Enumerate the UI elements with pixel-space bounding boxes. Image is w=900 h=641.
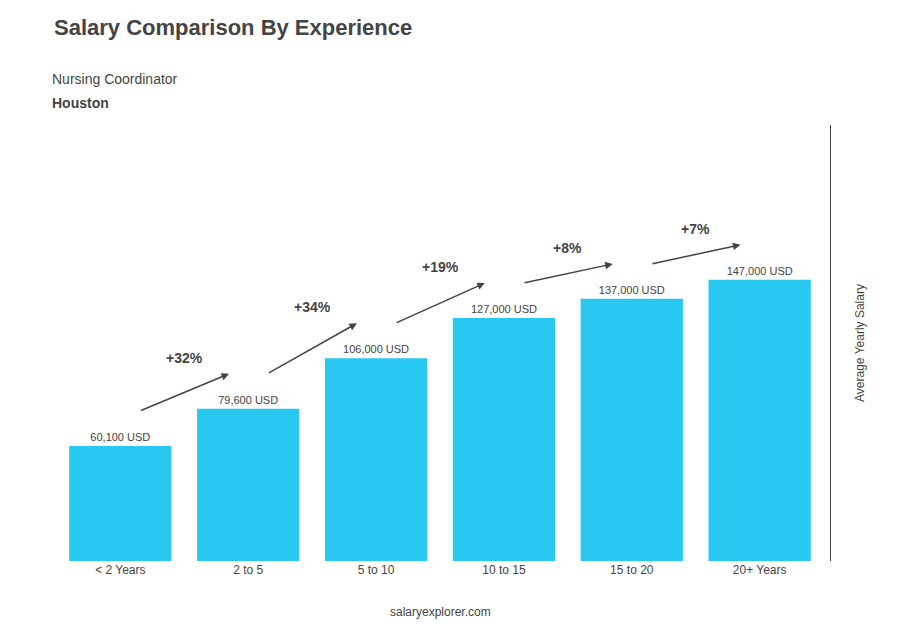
svg-text:20+ Years: 20+ Years bbox=[733, 563, 787, 577]
svg-text:Nursing Coordinator: Nursing Coordinator bbox=[52, 71, 178, 87]
svg-text:+34%: +34% bbox=[294, 299, 331, 315]
svg-text:147,000 USD: 147,000 USD bbox=[727, 265, 793, 277]
svg-text:60,100 USD: 60,100 USD bbox=[90, 431, 150, 443]
svg-text:Houston: Houston bbox=[52, 95, 109, 111]
svg-text:salaryexplorer.com: salaryexplorer.com bbox=[390, 605, 491, 619]
svg-text:79,600 USD: 79,600 USD bbox=[218, 394, 278, 406]
svg-text:< 2 Years: < 2 Years bbox=[95, 563, 145, 577]
svg-text:106,000 USD: 106,000 USD bbox=[343, 343, 409, 355]
svg-text:2 to 5: 2 to 5 bbox=[233, 563, 263, 577]
svg-text:+32%: +32% bbox=[166, 350, 203, 366]
svg-text:+7%: +7% bbox=[681, 221, 710, 237]
svg-text:15 to 20: 15 to 20 bbox=[610, 563, 654, 577]
svg-text:137,000 USD: 137,000 USD bbox=[599, 284, 665, 296]
svg-text:Average Yearly Salary: Average Yearly Salary bbox=[853, 284, 867, 402]
svg-text:5 to 10: 5 to 10 bbox=[358, 563, 395, 577]
svg-text:+19%: +19% bbox=[422, 259, 459, 275]
svg-text:Salary Comparison By Experienc: Salary Comparison By Experience bbox=[54, 15, 412, 40]
svg-text:+8%: +8% bbox=[553, 240, 582, 256]
svg-text:10 to 15: 10 to 15 bbox=[482, 563, 526, 577]
svg-text:127,000 USD: 127,000 USD bbox=[471, 303, 537, 315]
